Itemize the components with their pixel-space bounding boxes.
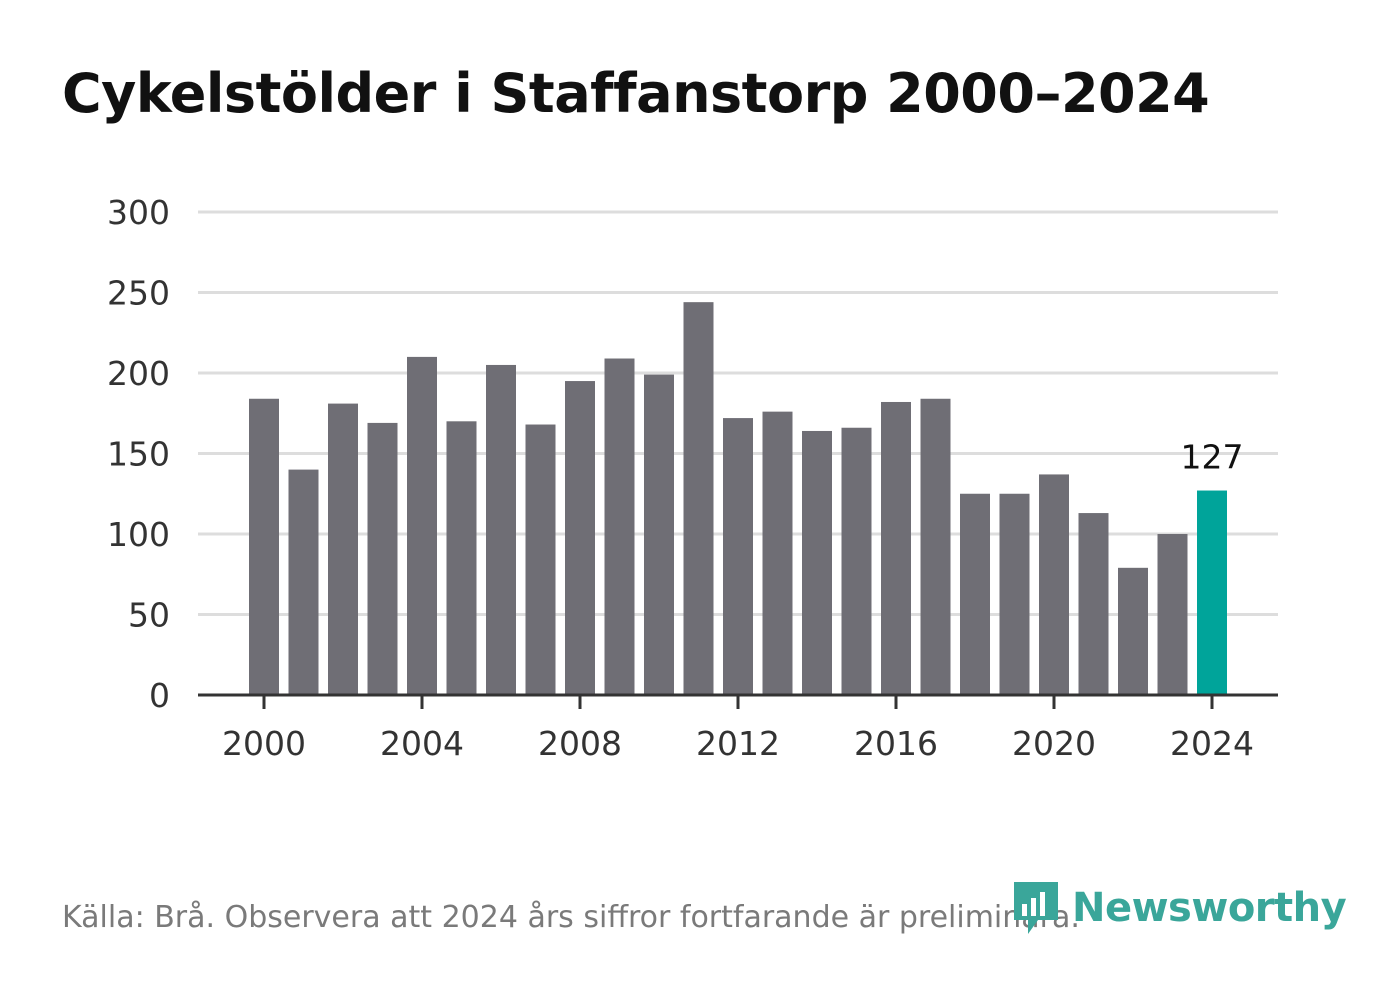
- bar-2008: [565, 381, 595, 695]
- bar-2005: [446, 421, 477, 695]
- bar-2000: [249, 398, 279, 695]
- x-axis-ticks: 2000 2004 2008 2012 2016 2020 2024: [222, 695, 1254, 763]
- bar-2014: [802, 430, 832, 695]
- newsworthy-logo-icon: [1014, 882, 1058, 934]
- bars: [249, 302, 1227, 695]
- source-note: Källa: Brå. Observera att 2024 års siffr…: [62, 900, 1080, 935]
- y-tick-label: 300: [107, 193, 170, 232]
- y-tick-label: 200: [107, 354, 170, 393]
- brand-name: Newsworthy: [1072, 885, 1347, 931]
- x-tick-label: 2020: [1012, 724, 1096, 763]
- bar-2023: [1157, 534, 1188, 695]
- bar-2019: [999, 493, 1030, 695]
- bar-2020: [1039, 474, 1069, 695]
- y-tick-label: 150: [107, 435, 170, 474]
- data-label-2024: 127: [1181, 438, 1244, 477]
- bar-2024: [1197, 490, 1227, 695]
- bar-2015: [841, 427, 872, 695]
- bar-2017: [920, 398, 951, 695]
- x-tick-label: 2000: [222, 724, 306, 763]
- bar-2003: [367, 422, 398, 695]
- y-tick-label: 250: [107, 274, 170, 313]
- x-tick-label: 2012: [696, 724, 780, 763]
- y-tick-label: 50: [128, 596, 170, 635]
- x-tick-label: 2024: [1170, 724, 1254, 763]
- bar-2016: [881, 401, 911, 695]
- bar-2004: [407, 356, 437, 695]
- bar-2001: [288, 469, 319, 695]
- brand-logo: Newsworthy: [1010, 878, 1347, 938]
- data-labels: 127: [1181, 438, 1244, 477]
- chart-title: Cykelstölder i Staffanstorp 2000–2024: [62, 62, 1210, 125]
- bar-2011: [683, 302, 714, 695]
- x-tick-label: 2004: [380, 724, 464, 763]
- y-tick-label: 100: [107, 515, 170, 554]
- bar-2002: [328, 403, 358, 695]
- bar-2013: [762, 411, 793, 695]
- bar-2021: [1078, 513, 1109, 695]
- bar-2010: [644, 374, 674, 695]
- y-tick-label: 0: [149, 676, 170, 715]
- bar-2006: [486, 364, 516, 695]
- y-axis-ticks: 0 50 100 150 200 250 300: [107, 193, 170, 715]
- x-tick-label: 2016: [854, 724, 938, 763]
- bar-2007: [525, 424, 556, 695]
- x-tick-label: 2008: [538, 724, 622, 763]
- bar-2022: [1118, 567, 1148, 695]
- bar-2018: [960, 493, 990, 695]
- bar-2012: [723, 418, 753, 695]
- bar-2009: [604, 358, 635, 695]
